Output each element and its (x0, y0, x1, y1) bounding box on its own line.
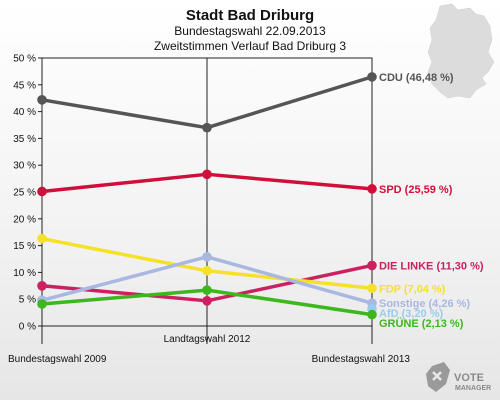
series-spd (37, 169, 377, 197)
data-point (367, 72, 377, 82)
chart-subtitle-2: Zweitstimmen Verlauf Bad Driburg 3 (154, 39, 346, 53)
germany-map-icon (427, 3, 495, 99)
y-tick-label: 5 % (19, 295, 36, 306)
series-fdp (37, 233, 377, 294)
data-point (367, 283, 377, 294)
y-tick-label: 35 % (13, 134, 36, 145)
x-tick-label: Landtagswahl 2012 (164, 334, 251, 345)
series-label: Sonstige (4,26 %) (379, 298, 470, 310)
series-group (37, 72, 377, 320)
y-axis: 0 % 5 % 10 % 15 % 20 % 25 % 30 % 35 % 40 % 45 % 50… (13, 54, 42, 333)
series-label: GRÜNE (2,13 %) (379, 317, 464, 330)
votemanager-logo: VOTE MANAGER (426, 362, 491, 392)
series-label: CDU (46,48 %) (379, 72, 454, 84)
y-tick-label: 50 % (13, 54, 36, 65)
chart-subtitle: Bundestagswahl 22.09.2013 (174, 24, 326, 38)
data-point (202, 296, 212, 306)
data-point (37, 281, 47, 291)
series-cdu (37, 72, 377, 133)
series-label: DIE LINKE (11,30 %) (379, 260, 484, 272)
logo-text-bottom: MANAGER (455, 385, 491, 392)
series-label: FDP (7,04 %) (379, 283, 446, 295)
x-tick-label: Bundestagswahl 2009 (8, 354, 107, 365)
data-point (367, 309, 377, 320)
y-tick-label: 10 % (13, 268, 36, 279)
data-point (202, 122, 212, 133)
data-point (202, 252, 212, 262)
data-point (202, 169, 212, 180)
series-grüne (37, 285, 377, 320)
y-tick-label: 20 % (13, 214, 36, 225)
chart-title: Stadt Bad Driburg (186, 7, 314, 24)
data-point (367, 184, 377, 194)
data-point (37, 233, 47, 244)
data-point (37, 95, 47, 105)
data-point (37, 299, 47, 309)
data-point (202, 265, 212, 276)
series-labels: CDU (46,48 %) SPD (25,59 %) DIE LINKE (11,… (379, 72, 484, 330)
series-label: SPD (25,59 %) (379, 184, 453, 196)
y-tick-label: 0 % (19, 322, 36, 333)
y-tick-label: 30 % (13, 161, 36, 172)
data-point (202, 285, 212, 295)
x-tick-label: Bundestagswahl 2013 (312, 354, 411, 365)
logo-text-top: VOTE (454, 372, 484, 384)
series-label: AfD (3,20 %) (379, 308, 444, 320)
y-tick-label: 15 % (13, 241, 36, 252)
y-tick-label: 40 % (13, 107, 36, 118)
series-die-linke (37, 260, 377, 306)
data-point (37, 186, 47, 197)
y-tick-label: 25 % (13, 188, 36, 199)
y-tick-label: 45 % (13, 80, 36, 91)
data-point (367, 260, 377, 271)
